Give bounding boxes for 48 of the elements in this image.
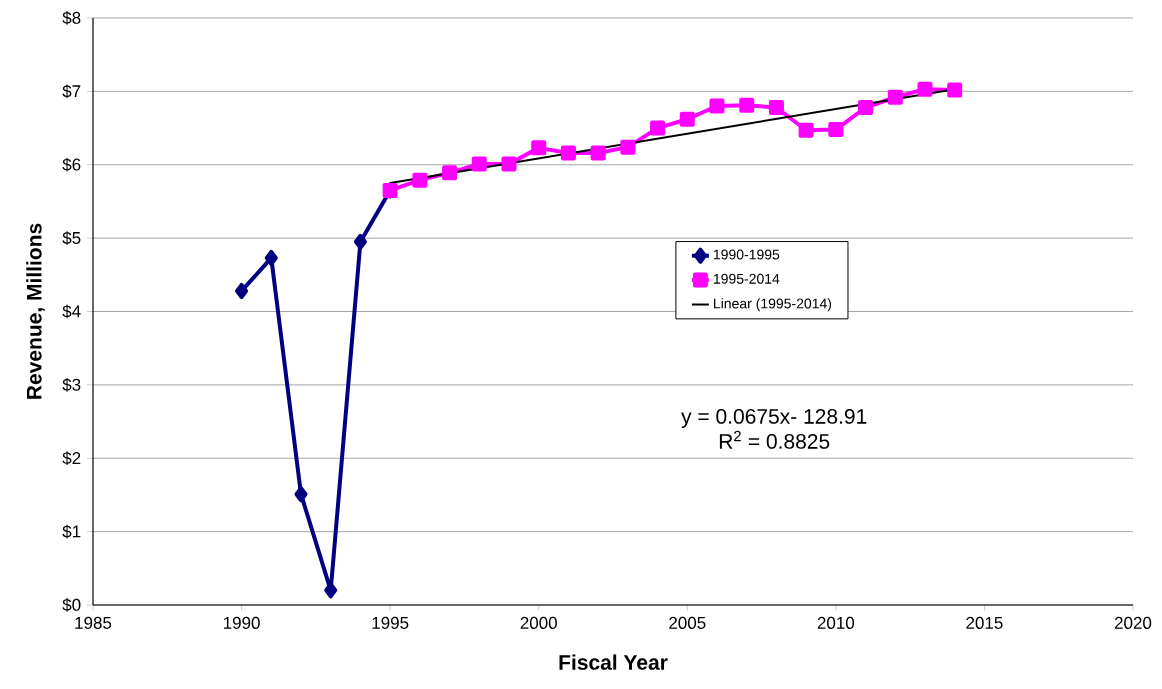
point xyxy=(768,100,784,116)
point xyxy=(560,145,576,161)
point xyxy=(650,120,666,136)
x-tick-label: 2015 xyxy=(966,616,1003,629)
point xyxy=(501,156,517,172)
point xyxy=(828,122,844,138)
point xyxy=(620,139,636,155)
y-tick-label: $6 xyxy=(62,157,81,172)
point xyxy=(887,89,903,105)
point xyxy=(679,111,695,127)
point xyxy=(739,97,755,113)
point xyxy=(324,582,338,599)
y-tick-label: $3 xyxy=(62,378,81,392)
y-tick-label: $0 xyxy=(62,598,81,612)
x-tick-label: 2020 xyxy=(1114,616,1152,629)
y-tick-label: $5 xyxy=(62,231,81,245)
annotation: R$^{2}$ = 0.8825 xyxy=(719,430,830,449)
point xyxy=(294,486,308,503)
point xyxy=(264,249,278,266)
x-axis-title: Fiscal Year xyxy=(559,654,668,670)
point xyxy=(412,172,428,188)
x-tick-label: 1995 xyxy=(372,616,409,629)
y-tick-label: $4 xyxy=(62,304,81,319)
legend-label: 1990-1995 xyxy=(713,249,780,260)
y-tick-label: $2 xyxy=(62,451,81,466)
x-tick-label: 1990 xyxy=(223,616,260,629)
legend-label: 1995-2014 xyxy=(713,273,780,284)
y-tick-label: $1 xyxy=(62,524,81,539)
point xyxy=(442,165,458,181)
point xyxy=(709,98,725,114)
y-axis-title: Revenue, Millions xyxy=(26,223,45,399)
point xyxy=(590,145,606,161)
point xyxy=(235,282,249,299)
x-tick-label: 2010 xyxy=(817,616,855,629)
y-tick-label: $7 xyxy=(62,84,81,99)
point xyxy=(917,81,933,97)
point xyxy=(353,233,367,250)
point xyxy=(947,82,963,98)
y-tick-label: $8 xyxy=(62,11,81,25)
point xyxy=(531,140,547,156)
point xyxy=(858,100,874,116)
x-tick-label: 2005 xyxy=(669,616,706,629)
x-tick-label: 1985 xyxy=(75,616,112,629)
x-tick-label: 2000 xyxy=(520,616,557,629)
legend-label: Linear (1995-2014) xyxy=(714,298,832,312)
annotation: y = 0.0675x- 128.91 xyxy=(681,408,867,428)
point xyxy=(798,122,814,138)
point xyxy=(471,156,487,172)
